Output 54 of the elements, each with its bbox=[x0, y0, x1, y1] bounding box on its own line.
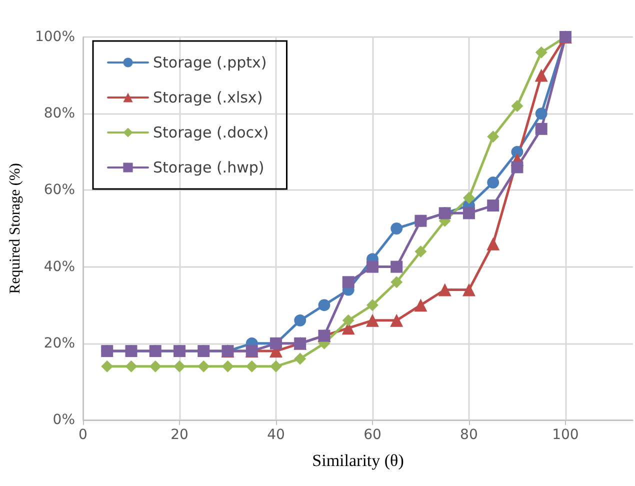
legend-label: Storage (.pptx) bbox=[153, 54, 267, 72]
point bbox=[487, 200, 500, 212]
point bbox=[294, 352, 306, 365]
point bbox=[487, 130, 500, 143]
point bbox=[366, 299, 378, 312]
point bbox=[222, 360, 234, 372]
point bbox=[438, 283, 452, 296]
point bbox=[342, 314, 354, 326]
x-tick-label: 80 bbox=[460, 427, 478, 443]
point bbox=[534, 68, 548, 82]
y-tick-label: 60% bbox=[44, 182, 75, 198]
point bbox=[462, 207, 475, 220]
point bbox=[366, 314, 379, 327]
point bbox=[198, 360, 210, 372]
point bbox=[390, 222, 403, 234]
point bbox=[414, 298, 428, 312]
point bbox=[390, 260, 403, 273]
point bbox=[511, 100, 524, 112]
x-tick-label: 0 bbox=[78, 427, 88, 443]
point bbox=[318, 299, 330, 312]
x-tick-label: 20 bbox=[170, 427, 188, 443]
point bbox=[535, 108, 548, 120]
point bbox=[366, 260, 378, 273]
point bbox=[535, 46, 548, 58]
point bbox=[462, 192, 475, 204]
x-tick-label: 60 bbox=[364, 427, 382, 443]
point bbox=[342, 276, 354, 288]
legend-label: Storage (.xlsx) bbox=[153, 88, 263, 106]
point bbox=[390, 314, 404, 327]
point bbox=[125, 360, 138, 372]
point bbox=[173, 360, 186, 372]
point bbox=[487, 176, 500, 189]
point bbox=[390, 276, 403, 288]
y-tick-label: 0% bbox=[52, 412, 75, 428]
point bbox=[511, 161, 524, 174]
x-tick-label: 100 bbox=[552, 427, 579, 443]
y-tick-label: 80% bbox=[44, 106, 75, 122]
y-tick-label: 40% bbox=[44, 258, 75, 275]
point bbox=[414, 245, 427, 258]
point bbox=[294, 314, 306, 326]
point bbox=[535, 122, 548, 135]
point bbox=[270, 360, 282, 372]
y-tick-label: 100% bbox=[34, 29, 75, 45]
legend-label: Storage (.docx) bbox=[153, 124, 269, 142]
y-axis-title: Required Storage (%) bbox=[8, 163, 24, 294]
point bbox=[149, 360, 162, 372]
point bbox=[486, 237, 500, 250]
point bbox=[101, 360, 114, 372]
y-tick-label: 20% bbox=[44, 335, 75, 352]
point bbox=[462, 283, 476, 296]
legend-label: Storage (.hwp) bbox=[153, 158, 264, 176]
point bbox=[246, 360, 258, 372]
x-tick-label: 40 bbox=[267, 427, 285, 443]
x-axis-title: Similarity (θ) bbox=[312, 451, 404, 470]
